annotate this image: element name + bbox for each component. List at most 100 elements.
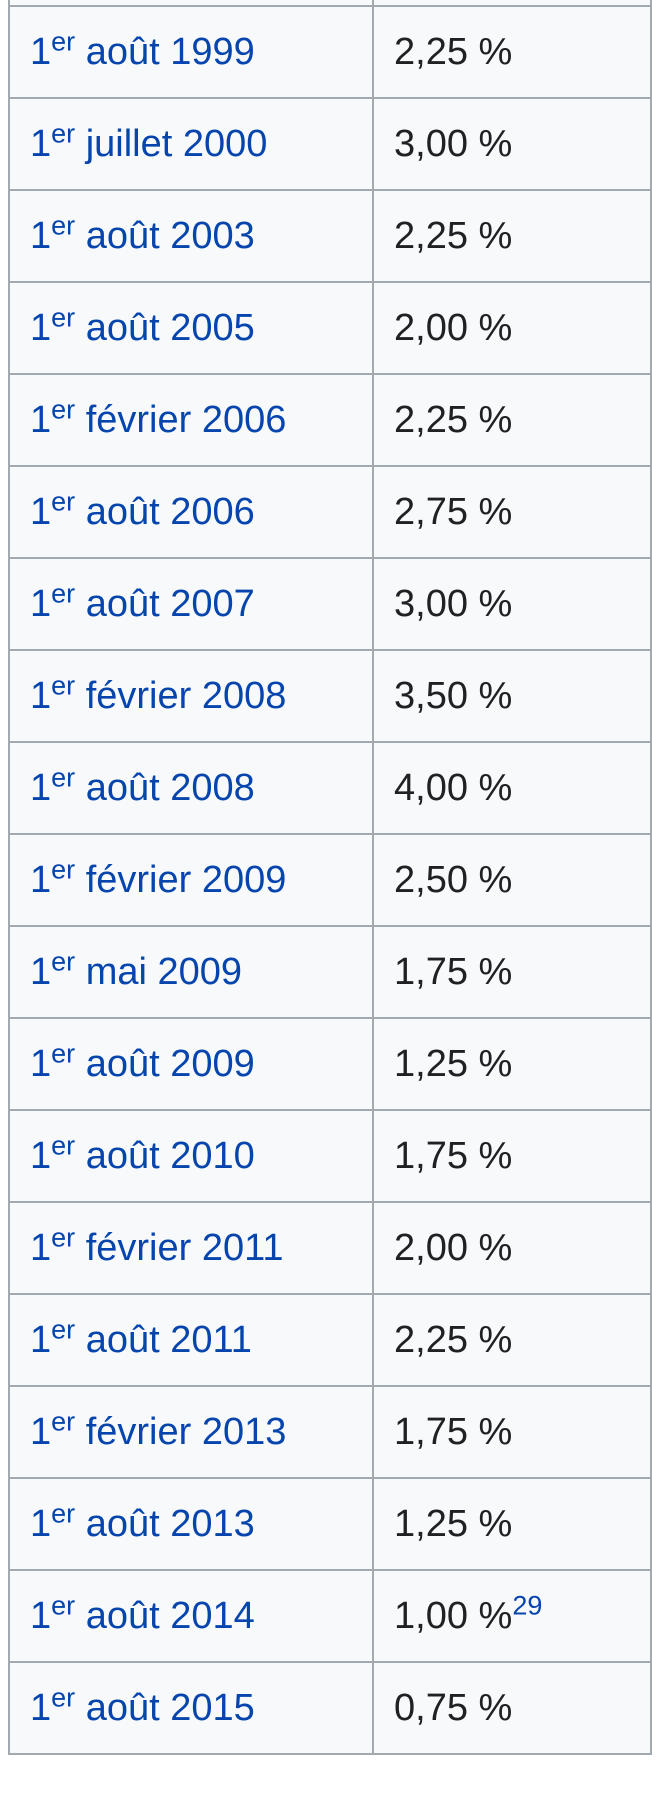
table-row: 1er février 2013 1,75 % [8,1385,652,1479]
table-row: 1er février 2008 3,50 % [8,649,652,743]
date-cell: 1er août 2011 [8,1293,374,1387]
date-cell: 1er juillet 2000 [8,97,374,191]
rate-value: 3,00 % [394,582,513,625]
table-row: 1er août 2010 1,75 % [8,1109,652,1203]
date-link[interactable]: 1er février 2013 [30,1405,287,1453]
rate-value: 2,25 % [394,1318,513,1361]
date-cell: 1er août 2009 [8,1017,374,1111]
date-link[interactable]: 1er février 2009 [30,853,287,901]
date-link[interactable]: 1er février 2011 [30,1221,284,1269]
date-link[interactable]: 1er février 2006 [30,393,287,441]
date-link[interactable]: 1er août 1999 [30,25,255,73]
rate-value: 4,00 % [394,766,513,809]
rate-cell: 1,25 % [372,1017,652,1111]
rate-value: 3,00 % [394,122,513,165]
table-row: 1er août 2014 1,00 %29 [8,1569,652,1663]
date-cell: 1er février 2008 [8,649,374,743]
date-link[interactable]: 1er août 2009 [30,1037,255,1085]
date-cell: 1er août 2005 [8,281,374,375]
date-link[interactable]: 1er août 2011 [30,1313,252,1361]
rate-cell: 2,25 % [372,5,652,99]
date-cell: 1er février 2009 [8,833,374,927]
table-row: 1er août 2006 2,75 % [8,465,652,559]
rate-cell: 1,75 % [372,925,652,1019]
date-cell: 1er février 2006 [8,373,374,467]
date-cell: 1er août 2006 [8,465,374,559]
rate-cell: 4,00 % [372,741,652,835]
rate-value: 2,50 % [394,858,513,901]
table-row: 1er août 2015 0,75 % [8,1661,652,1755]
date-link[interactable]: 1er août 2005 [30,301,255,349]
table-row: 1er mai 2009 1,75 % [8,925,652,1019]
date-link[interactable]: 1er août 2008 [30,761,255,809]
rate-cell: 1,75 % [372,1109,652,1203]
rate-value: 1,00 % [394,1594,513,1637]
date-link[interactable]: 1er août 2014 [30,1589,255,1637]
date-link[interactable]: 1er août 2003 [30,209,255,257]
rate-value: 2,75 % [394,490,513,533]
rate-value: 2,00 % [394,1226,513,1269]
rate-value: 1,25 % [394,1042,513,1085]
rate-value: 1,25 % [394,1502,513,1545]
date-link[interactable]: 1er août 2010 [30,1129,255,1177]
table-row: 1er février 2011 2,00 % [8,1201,652,1295]
rate-value: 1,75 % [394,1134,513,1177]
rate-cell: 2,00 % [372,281,652,375]
date-cell: 1er août 2003 [8,189,374,283]
rate-cell: 2,25 % [372,373,652,467]
rate-value: 1,75 % [394,950,513,993]
rate-cell: 1,00 %29 [372,1569,652,1663]
date-cell [8,0,374,7]
date-link[interactable]: 1er août 2007 [30,577,255,625]
table-row: 1er août 2013 1,25 % [8,1477,652,1571]
table-row: 1er août 2007 3,00 % [8,557,652,651]
table-row: 1er août 2008 4,00 % [8,741,652,835]
rates-table-container: 1er août 1999 2,25 % 1er juillet 2000 3,… [8,0,652,1755]
table-row: 1er août 2011 2,25 % [8,1293,652,1387]
table-row: 1er février 2006 2,25 % [8,373,652,467]
date-cell: 1er août 1999 [8,5,374,99]
rate-value: 2,00 % [394,306,513,349]
date-cell: 1er août 2013 [8,1477,374,1571]
rate-cell: 2,25 % [372,1293,652,1387]
table-row: 1er juillet 2000 3,00 % [8,97,652,191]
rate-cell: 2,75 % [372,465,652,559]
rate-value: 3,50 % [394,674,513,717]
date-cell: 1er février 2011 [8,1201,374,1295]
table-row: 1er février 2009 2,50 % [8,833,652,927]
interest-rate-table: 1er août 1999 2,25 % 1er juillet 2000 3,… [8,0,652,1755]
rate-value: 0,75 % [394,1686,513,1729]
rate-cell: 2,25 % [372,189,652,283]
table-row: 1er août 2005 2,00 % [8,281,652,375]
date-cell: 1er août 2008 [8,741,374,835]
date-link[interactable]: 1er août 2013 [30,1497,255,1545]
date-cell: 1er août 2010 [8,1109,374,1203]
date-link[interactable]: 1er mai 2009 [30,945,243,993]
reference-link[interactable]: 29 [512,1589,543,1620]
rate-cell: 1,75 % [372,1385,652,1479]
rate-value: 1,75 % [394,1410,513,1453]
rate-cell: 3,50 % [372,649,652,743]
table-body: 1er août 1999 2,25 % 1er juillet 2000 3,… [8,0,652,1755]
table-row: 1er août 1999 2,25 % [8,5,652,99]
rate-value: 2,25 % [394,30,513,73]
date-cell: 1er août 2015 [8,1661,374,1755]
date-cell: 1er août 2007 [8,557,374,651]
date-link[interactable]: 1er août 2006 [30,485,255,533]
date-cell: 1er août 2014 [8,1569,374,1663]
rate-cell: 3,00 % [372,97,652,191]
date-link[interactable]: 1er août 2015 [30,1681,255,1729]
date-cell: 1er mai 2009 [8,925,374,1019]
date-link[interactable]: 1er février 2008 [30,669,287,717]
rate-value: 2,25 % [394,398,513,441]
rate-cell: 1,25 % [372,1477,652,1571]
table-row: 1er août 2009 1,25 % [8,1017,652,1111]
rate-cell [372,0,652,7]
rate-cell: 2,50 % [372,833,652,927]
date-cell: 1er février 2013 [8,1385,374,1479]
table-row: 1er août 2003 2,25 % [8,189,652,283]
rate-value: 2,25 % [394,214,513,257]
rate-cell: 3,00 % [372,557,652,651]
date-link[interactable]: 1er juillet 2000 [30,117,268,165]
table-row [8,0,652,7]
